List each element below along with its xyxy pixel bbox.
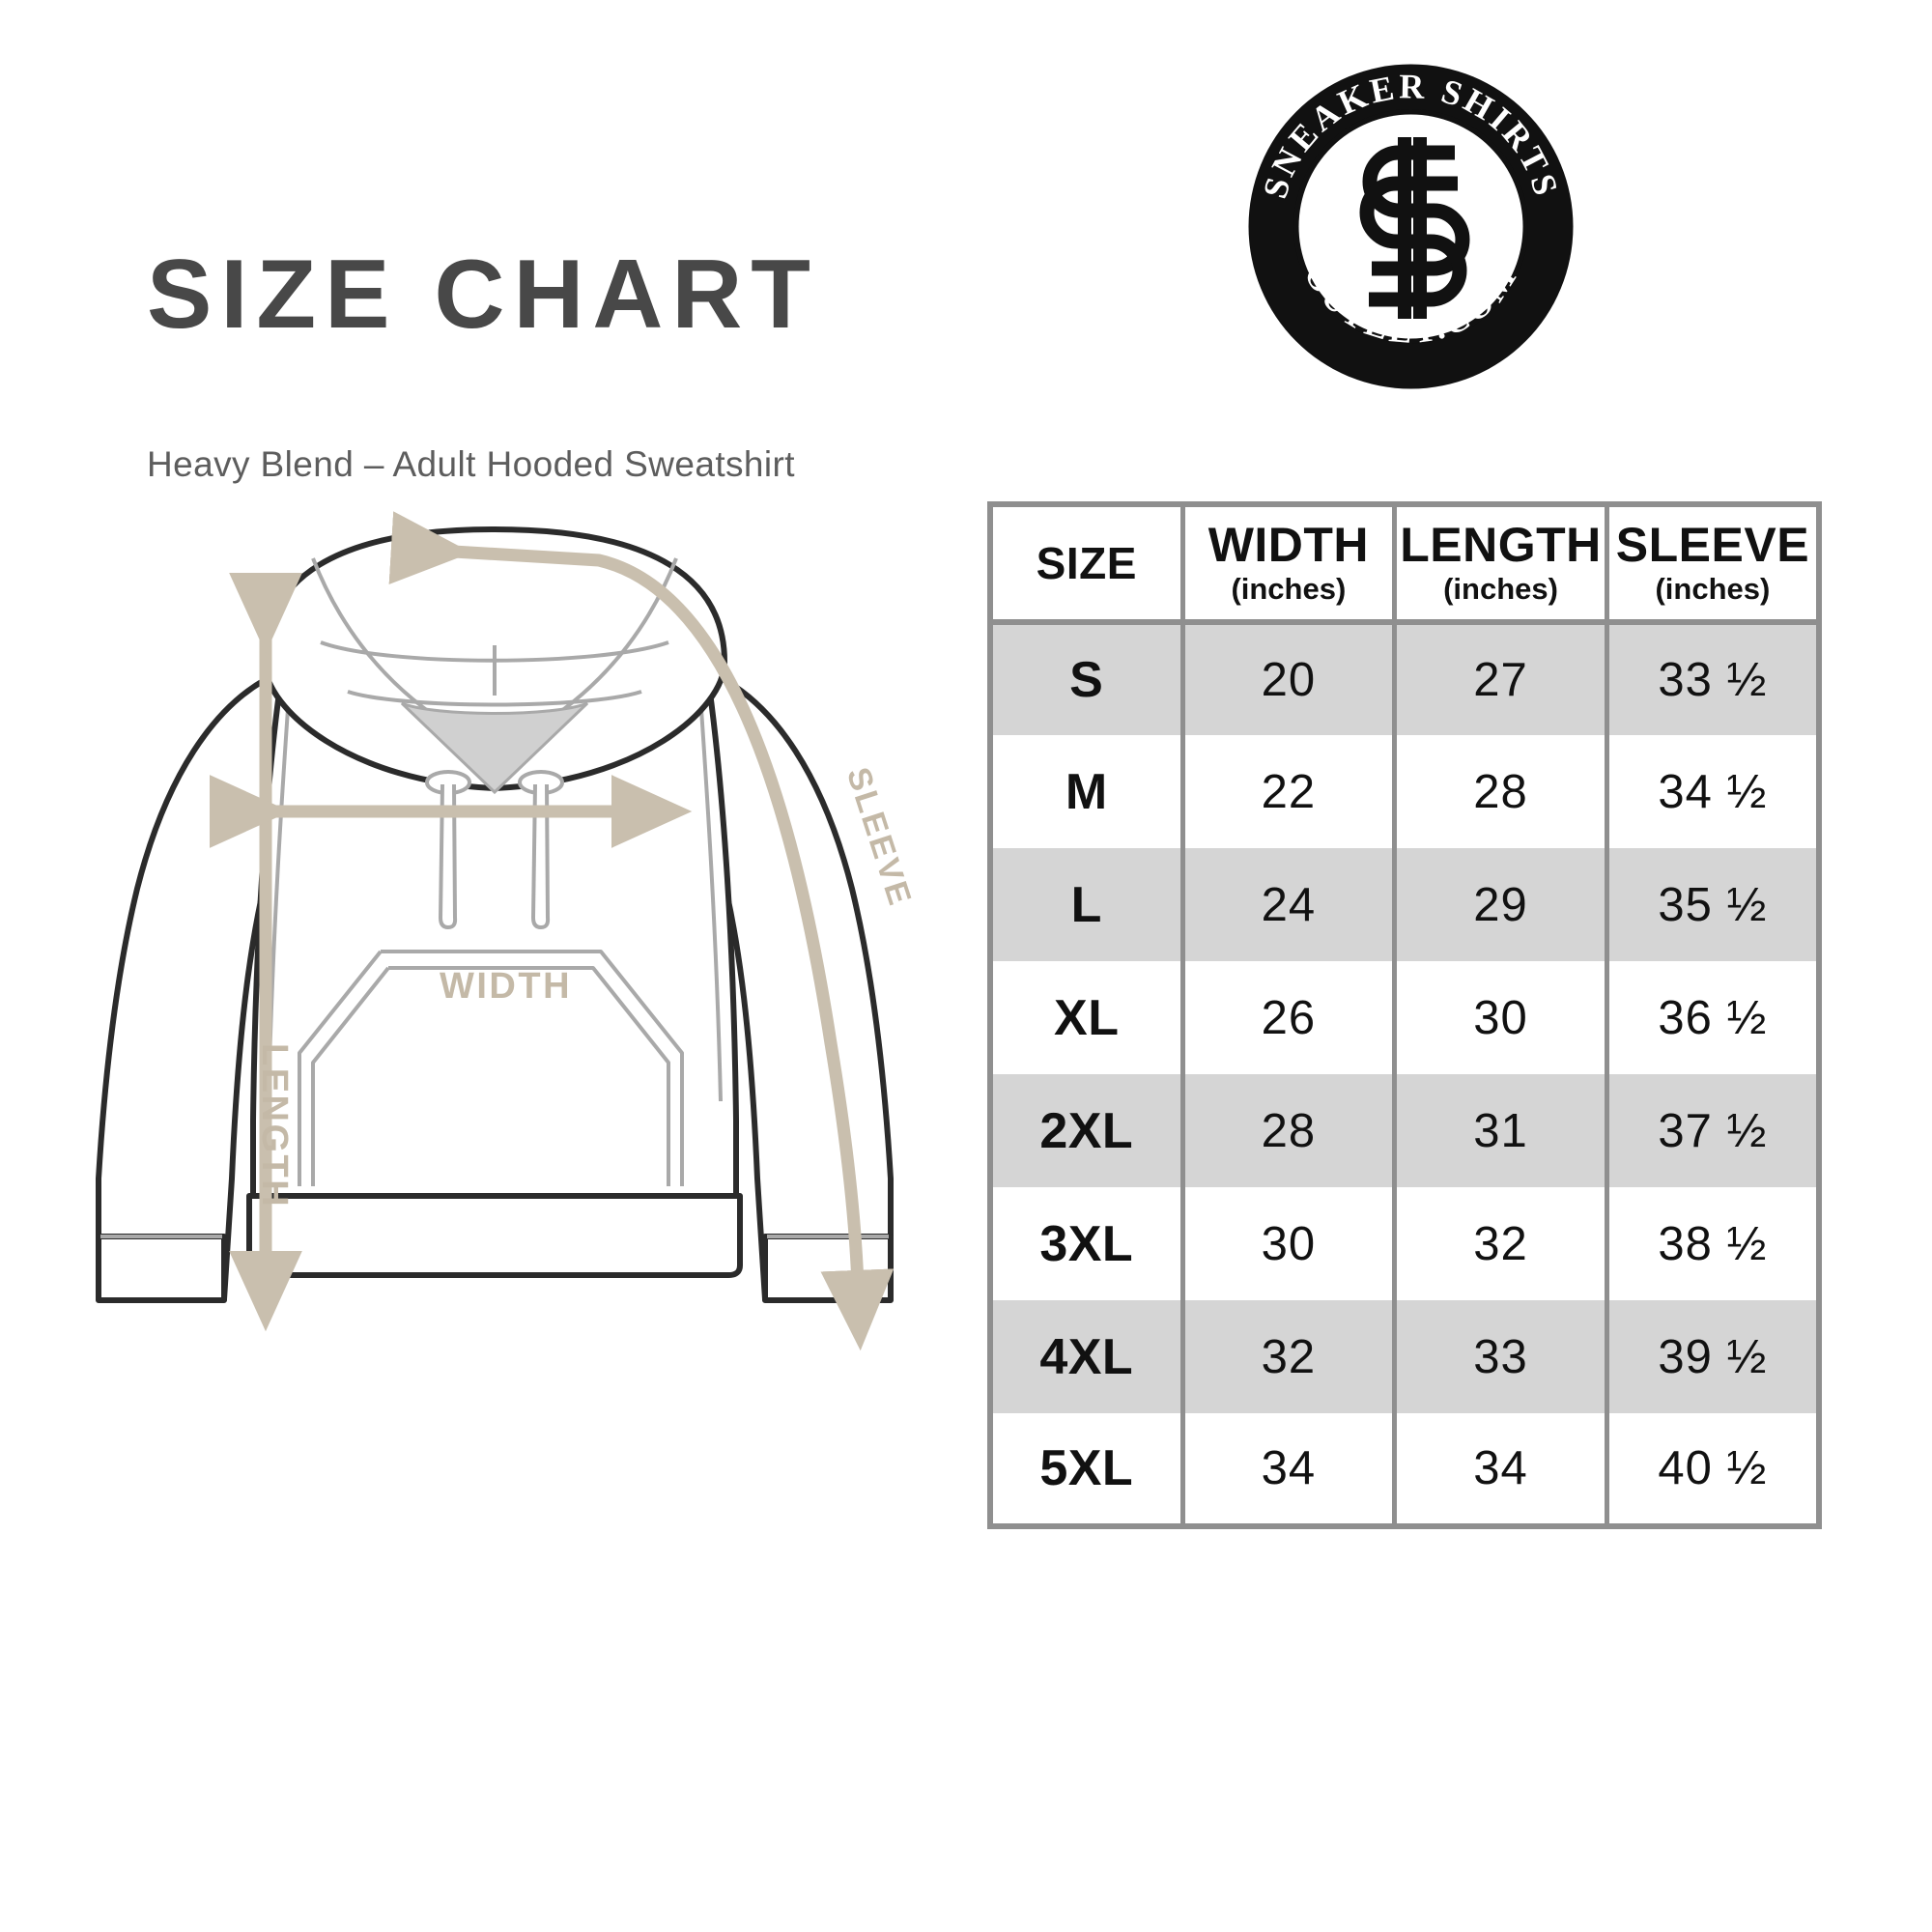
cell-sleeve: 40 ½ bbox=[1604, 1413, 1819, 1526]
size-table-head: SIZE WIDTH (inches) LENGTH (inches) SLEE… bbox=[990, 504, 1819, 625]
column-header-sleeve: SLEEVE (inches) bbox=[1604, 504, 1819, 625]
cell-sleeve: 38 ½ bbox=[1604, 1187, 1819, 1300]
table-row: 4XL 32 33 39 ½ bbox=[990, 1300, 1819, 1413]
cell-sleeve: 35 ½ bbox=[1604, 848, 1819, 961]
table-header-row: SIZE WIDTH (inches) LENGTH (inches) SLEE… bbox=[990, 504, 1819, 625]
cell-sleeve: 36 ½ bbox=[1604, 961, 1819, 1074]
cell-size: 3XL bbox=[990, 1187, 1185, 1300]
cell-length: 31 bbox=[1392, 1074, 1609, 1187]
cell-length: 33 bbox=[1392, 1300, 1609, 1413]
left-cuff-band bbox=[96, 1234, 227, 1303]
cell-size: XL bbox=[990, 961, 1185, 1074]
cell-width: 22 bbox=[1179, 735, 1398, 848]
cell-width: 30 bbox=[1179, 1187, 1398, 1300]
cell-sleeve: 37 ½ bbox=[1604, 1074, 1819, 1187]
cell-width: 26 bbox=[1179, 961, 1398, 1074]
length-label: LENGTH bbox=[254, 1043, 295, 1209]
title-block: SIZE CHART Heavy Blend – Adult Hooded Sw… bbox=[147, 241, 939, 485]
cell-length: 32 bbox=[1392, 1187, 1609, 1300]
hooded-sweatshirt-diagram bbox=[58, 502, 1034, 1604]
page-subtitle: Heavy Blend – Adult Hooded Sweatshirt bbox=[147, 444, 795, 484]
size-table: SIZE WIDTH (inches) LENGTH (inches) SLEE… bbox=[987, 501, 1822, 1529]
column-header-width: WIDTH (inches) bbox=[1179, 504, 1398, 625]
size-table-body: S 20 27 33 ½ M 22 28 34 ½ L 24 29 35 ½ X… bbox=[990, 622, 1819, 1526]
column-header-width-unit: (inches) bbox=[1231, 571, 1347, 606]
table-row: 3XL 30 32 38 ½ bbox=[990, 1187, 1819, 1300]
hoodie-hem-band bbox=[246, 1193, 743, 1278]
cell-sleeve: 34 ½ bbox=[1604, 735, 1819, 848]
column-header-size-label: SIZE bbox=[1036, 537, 1137, 588]
brand-logo: SNEAKER SHIRTS OUTLET.COM bbox=[1244, 60, 1577, 393]
column-header-sleeve-unit: (inches) bbox=[1655, 571, 1771, 606]
cell-sleeve: 33 ½ bbox=[1604, 622, 1819, 735]
size-table-container: SIZE WIDTH (inches) LENGTH (inches) SLEE… bbox=[987, 501, 1822, 1529]
cell-length: 29 bbox=[1392, 848, 1609, 961]
cell-sleeve: 39 ½ bbox=[1604, 1300, 1819, 1413]
cell-size: M bbox=[990, 735, 1185, 848]
cell-length: 30 bbox=[1392, 961, 1609, 1074]
sleeve-arrow bbox=[388, 511, 895, 1351]
page-title: SIZE CHART bbox=[147, 241, 819, 349]
cell-size: 5XL bbox=[990, 1413, 1185, 1526]
cell-length: 34 bbox=[1392, 1413, 1609, 1526]
column-header-length-unit: (inches) bbox=[1443, 571, 1558, 606]
logo-monogram-strokes bbox=[1398, 137, 1427, 319]
cell-size: L bbox=[990, 848, 1185, 961]
cell-width: 24 bbox=[1179, 848, 1398, 961]
table-row: S 20 27 33 ½ bbox=[990, 622, 1819, 735]
cell-size: 4XL bbox=[990, 1300, 1185, 1413]
column-header-size: SIZE bbox=[990, 504, 1185, 625]
width-label: WIDTH bbox=[440, 966, 573, 1007]
logo-ring-accent bbox=[1293, 109, 1528, 344]
cell-width: 20 bbox=[1179, 622, 1398, 735]
cell-width: 32 bbox=[1179, 1300, 1398, 1413]
column-header-sleeve-label: SLEEVE bbox=[1615, 517, 1810, 572]
cell-length: 28 bbox=[1392, 735, 1609, 848]
cell-length: 27 bbox=[1392, 622, 1609, 735]
cell-width: 28 bbox=[1179, 1074, 1398, 1187]
column-header-length-label: LENGTH bbox=[1400, 517, 1602, 572]
table-row: 5XL 34 34 40 ½ bbox=[990, 1413, 1819, 1526]
right-cuff-band bbox=[762, 1234, 894, 1303]
table-row: M 22 28 34 ½ bbox=[990, 735, 1819, 848]
cell-size: S bbox=[990, 622, 1185, 735]
cell-size: 2XL bbox=[990, 1074, 1185, 1187]
table-row: 2XL 28 31 37 ½ bbox=[990, 1074, 1819, 1187]
table-row: L 24 29 35 ½ bbox=[990, 848, 1819, 961]
table-row: XL 26 30 36 ½ bbox=[990, 961, 1819, 1074]
column-header-length: LENGTH (inches) bbox=[1392, 504, 1609, 625]
column-header-width-label: WIDTH bbox=[1208, 517, 1370, 572]
cell-width: 34 bbox=[1179, 1413, 1398, 1526]
